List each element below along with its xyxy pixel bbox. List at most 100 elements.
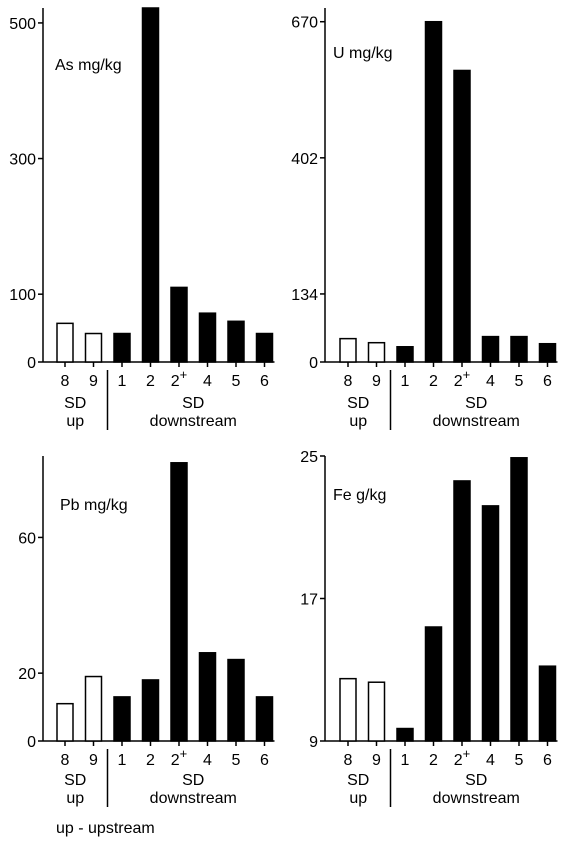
x-tick-label: 6	[543, 752, 552, 769]
bar-1	[396, 727, 414, 742]
x-tick-label: 9	[89, 373, 98, 390]
bar-4	[481, 505, 500, 742]
bar-2	[141, 7, 160, 363]
x-tick-label: 8	[61, 373, 70, 390]
y-tick-label: 60	[18, 530, 36, 547]
chart-title: Fe g/kg	[333, 487, 386, 504]
y-tick-label: 300	[9, 152, 36, 169]
y-tick-label: 20	[18, 666, 36, 683]
bar-9	[84, 675, 103, 742]
x-tick-label: 6	[260, 373, 269, 390]
chart-title: Pb mg/kg	[60, 497, 128, 514]
group-label-up: SD	[347, 395, 369, 412]
x-tick-label: 2+	[171, 367, 188, 390]
bar-2+	[453, 69, 471, 363]
x-tick-label: 2	[429, 752, 438, 769]
x-tick-label: 9	[372, 373, 381, 390]
x-tick-label: 4	[203, 373, 212, 390]
x-tick-label: 2+	[454, 746, 471, 769]
x-tick-label: 5	[232, 752, 241, 769]
footnote: up - upstream	[56, 820, 155, 837]
group-label-downstream: downstream	[433, 790, 520, 807]
x-tick-label: 4	[203, 752, 212, 769]
group-label-downstream: SD	[465, 395, 487, 412]
bar-2+	[170, 462, 188, 742]
group-label-downstream: SD	[182, 772, 204, 789]
y-tick-label: 0	[27, 355, 36, 372]
group-label-up: up	[66, 790, 84, 807]
chart-title: U mg/kg	[333, 45, 393, 62]
x-tick-label: 5	[232, 373, 241, 390]
group-label-downstream: SD	[182, 395, 204, 412]
bar-2+	[453, 480, 471, 742]
x-tick-label: 4	[486, 373, 495, 390]
bar-4	[481, 335, 500, 363]
x-tick-label: 2+	[454, 367, 471, 390]
x-tick-label: 6	[543, 373, 552, 390]
group-label-up: up	[349, 790, 367, 807]
x-tick-label: 2	[146, 752, 155, 769]
x-tick-label: 8	[344, 752, 353, 769]
x-tick-label: 1	[118, 752, 127, 769]
bar-5	[227, 320, 245, 363]
bar-6	[255, 696, 274, 742]
group-label-downstream: SD	[465, 772, 487, 789]
bar-6	[538, 665, 557, 742]
x-tick-label: 2	[146, 373, 155, 390]
bar-4	[198, 652, 217, 742]
x-tick-label: 2	[429, 373, 438, 390]
bar-2+	[170, 286, 188, 363]
x-tick-label: 8	[344, 373, 353, 390]
y-tick-label: 134	[291, 287, 318, 304]
x-tick-label: 5	[515, 752, 524, 769]
y-tick-label: 402	[291, 151, 318, 168]
bar-9	[367, 341, 386, 363]
group-label-up: SD	[64, 772, 86, 789]
x-tick-label: 1	[401, 373, 410, 390]
group-label-up: SD	[347, 772, 369, 789]
bar-1	[396, 346, 414, 363]
x-tick-label: 9	[372, 752, 381, 769]
y-tick-label: 670	[291, 15, 318, 32]
group-label-up: SD	[64, 395, 86, 412]
bar-8	[56, 322, 74, 363]
x-tick-label: 4	[486, 752, 495, 769]
x-tick-label: 8	[61, 752, 70, 769]
bar-8	[339, 677, 357, 742]
y-tick-label: 0	[309, 355, 318, 372]
group-label-downstream: downstream	[150, 790, 237, 807]
bar-2	[424, 20, 443, 363]
y-tick-label: 0	[27, 734, 36, 751]
group-label-up: up	[349, 413, 367, 430]
x-tick-label: 1	[118, 373, 127, 390]
bar-5	[510, 335, 528, 363]
bar-9	[367, 681, 386, 742]
bar-5	[510, 457, 528, 742]
y-tick-label: 25	[300, 449, 318, 466]
y-tick-label: 100	[9, 287, 36, 304]
x-tick-label: 6	[260, 752, 269, 769]
chart-title: As mg/kg	[55, 57, 122, 74]
bar-8	[56, 702, 74, 742]
x-tick-label: 5	[515, 373, 524, 390]
y-tick-label: 9	[309, 734, 318, 751]
x-tick-label: 1	[401, 752, 410, 769]
bar-6	[255, 332, 274, 363]
bar-9	[84, 332, 103, 363]
group-label-up: up	[66, 413, 84, 430]
y-tick-label: 17	[300, 592, 318, 609]
bar-2	[141, 679, 160, 742]
group-label-downstream: downstream	[433, 413, 520, 430]
x-tick-label: 2+	[171, 746, 188, 769]
bar-5	[227, 658, 245, 742]
bar-1	[113, 696, 131, 742]
x-tick-label: 9	[89, 752, 98, 769]
y-tick-label: 500	[9, 16, 36, 33]
bar-8	[339, 337, 357, 363]
bar-6	[538, 342, 557, 363]
